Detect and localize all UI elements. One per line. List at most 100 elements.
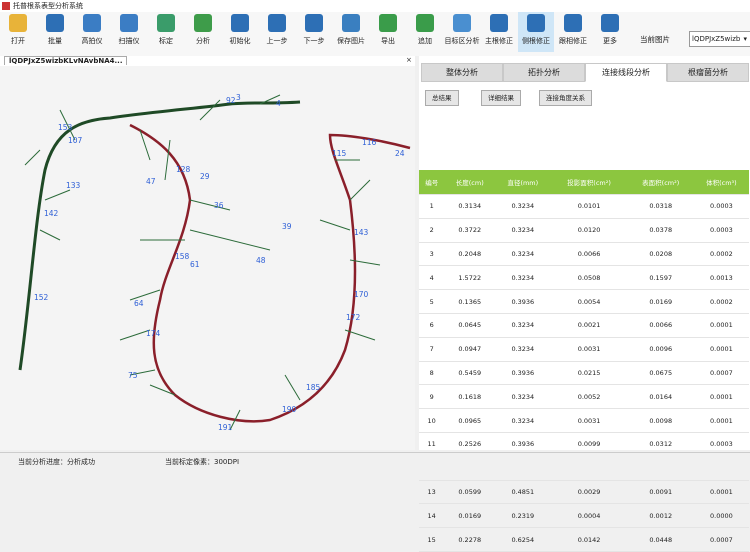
table-cell: 0.0101 [550,194,628,219]
toolbar-icon [490,14,508,32]
toolbar-button[interactable]: 扫描仪 [111,12,147,52]
tab-close[interactable]: × [406,56,412,64]
table-cell: 0.0169 [444,503,496,529]
table-cell: 0.0002 [693,289,749,314]
table-row: 10 0.0965 0.3234 0.0031 0.0098 0.0001 [419,408,749,433]
table-cell: 0.0054 [550,289,628,314]
table-cell: 0.0000 [693,503,749,529]
toolbar-label: 更多 [603,37,617,45]
table-cell: 0.6254 [495,527,551,552]
toolbar-icon [268,14,286,32]
toolbar-label: 主根修正 [485,37,513,45]
root-label: 115 [332,149,347,158]
toolbar-label: 跟相修正 [559,37,587,45]
table-cell: 0.0378 [627,218,694,243]
toolbar-button[interactable]: 打开 [0,12,36,52]
table-row: 7 0.0947 0.3234 0.0031 0.0096 0.0001 [419,337,749,362]
result-button[interactable]: 连接角度关系 [539,90,592,106]
toolbar-button[interactable]: 标定 [148,12,184,52]
analysis-tab[interactable]: 整体分析 [421,63,503,82]
root-label: 48 [256,256,266,265]
table-cell: 0.3234 [495,313,551,338]
table-cell: 0.0120 [550,218,628,243]
toolbar-label: 上一步 [266,37,288,45]
table-cell: 0.0215 [550,361,628,386]
toolbar-icon [157,14,175,32]
toolbar-button[interactable]: 分析 [185,12,221,52]
root-label: 191 [218,423,233,432]
table-cell: 0.0066 [550,242,628,267]
table-cell: 8 [419,361,445,386]
table-cell: 0.3234 [495,384,551,410]
status-progress: 当前分析进度：分析成功 [18,458,95,466]
result-button[interactable]: 详细结果 [481,90,521,106]
toolbar-button[interactable]: 上一步 [259,12,295,52]
toolbar-button[interactable]: 初始化 [222,12,258,52]
table-cell: 0.0091 [627,480,694,505]
image-select-value: lQDPJxZ5wizb [692,35,741,43]
table-row: 8 0.5459 0.3936 0.0215 0.0675 0.0007 [419,361,749,386]
root-label: 142 [44,209,59,218]
table-cell: 13 [419,480,445,505]
table-row: 5 0.1365 0.3936 0.0054 0.0169 0.0002 [419,289,749,314]
toolbar-button[interactable]: 下一步 [296,12,332,52]
image-select[interactable]: lQDPJxZ5wizb ▾ [689,31,750,47]
toolbar-button[interactable]: 跟相修正 [555,12,591,52]
table-row: 15 0.2278 0.6254 0.0142 0.0448 0.0007 [419,527,749,552]
root-label: 190 [282,405,297,414]
table-cell: 0.0208 [627,242,694,267]
root-label: 29 [200,172,210,181]
analysis-tab[interactable]: 根瘤菌分析 [667,63,749,82]
table-cell: 0.0066 [627,313,694,338]
toolbar-label: 扫描仪 [118,37,140,45]
result-button[interactable]: 总结果 [425,90,459,106]
root-label: 4 [276,99,281,108]
column-header: 体积(cm³) [693,170,749,195]
toolbar-label: 标定 [159,37,173,45]
toolbar-button[interactable]: 追加 [407,12,443,52]
root-label: 39 [282,222,292,231]
table-cell: 1 [419,194,445,219]
table-cell: 0.0098 [627,408,694,433]
table-cell: 0.0675 [627,361,694,386]
table-cell: 0.0001 [693,384,749,410]
table-cell: 0.4851 [495,480,551,505]
table-cell: 0.0002 [693,242,749,267]
root-label: 92 [226,96,236,105]
toolbar-button[interactable]: 侧根修正 [518,12,554,52]
table-cell: 1.5722 [444,265,496,291]
table-cell: 4 [419,265,445,291]
table-cell: 7 [419,337,445,362]
table-cell: 0.1618 [444,384,496,410]
result-table-wrap: 编号 长度(cm) 直径(mm) 投影面积(cm²) 表面积(cm²) 体积(cm³) 1 0… [419,170,749,552]
toolbar-button[interactable]: 高拍仪 [74,12,110,52]
analysis-panel: 编号 长度(cm) 直径(mm) 投影面积(cm²) 表面积(cm²) 体积(cm³) 1 0… [419,56,750,552]
toolbar-label: 侧根修正 [522,37,550,45]
status-bar: 当前分析进度：分析成功 当前标定像素：300DPI [0,452,750,470]
toolbar-button[interactable]: 目标区分析 [444,12,480,52]
table-cell: 0.0169 [627,289,694,314]
table-cell: 0.1597 [627,265,694,291]
toolbar-button[interactable]: 保存图片 [333,12,369,52]
analysis-tab[interactable]: 连接线段分析 [585,63,667,82]
analysis-tab[interactable]: 拓扑分析 [503,63,585,82]
toolbar-button[interactable]: 主根修正 [481,12,517,52]
root-label: 61 [190,260,200,269]
toolbar-button[interactable]: 批量 [37,12,73,52]
table-cell: 0.0001 [693,337,749,362]
table-cell: 0.0007 [693,527,749,552]
table-cell: 0.0004 [550,503,628,529]
toolbar-button[interactable]: 更多 [592,12,628,52]
toolbar-icon [379,14,397,32]
root-label: 170 [354,290,369,299]
table-row: 13 0.0599 0.4851 0.0029 0.0091 0.0001 [419,480,749,505]
table-cell: 0.3722 [444,218,496,243]
table-cell: 0.0029 [550,480,628,505]
toolbar-label: 追加 [418,37,432,45]
toolbar-button[interactable]: 导出 [370,12,406,52]
toolbar-label: 初始化 [229,37,251,45]
table-row: 4 1.5722 0.3234 0.0508 0.1597 0.0013 [419,265,749,291]
result-table: 编号 长度(cm) 直径(mm) 投影面积(cm²) 表面积(cm²) 体积(cm³) 1 0… [419,170,749,552]
image-tab[interactable]: lQDPJxZ5wizbKLvNAvbNA4... [4,56,128,65]
